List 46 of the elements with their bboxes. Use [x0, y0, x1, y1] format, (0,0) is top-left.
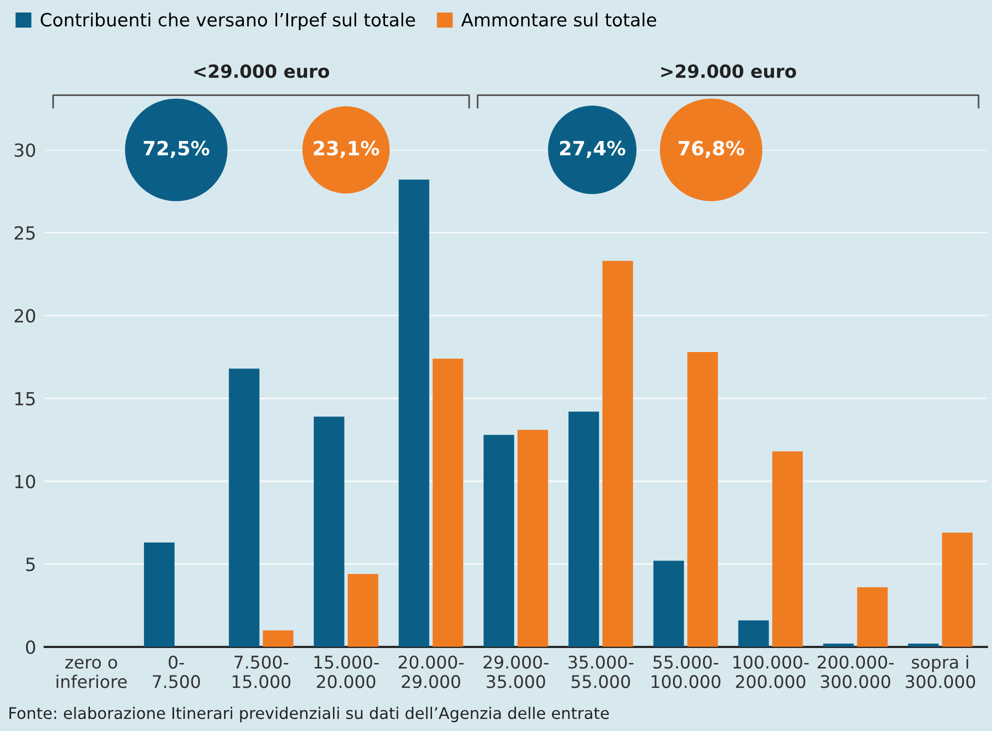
annotation: 23,1% [314, 140, 380, 158]
bar [484, 434, 514, 647]
bar [738, 620, 769, 647]
legend-label: Ammontare sul totale [461, 12, 656, 27]
legend-label: Contribuenti che versano l’Irpef sul totale [40, 12, 415, 30]
bar [908, 644, 939, 647]
bar [772, 451, 803, 647]
bar [432, 358, 464, 647]
x-tick-label: 20.000- 29.000 [398, 656, 464, 688]
x-tick-label: 35.000- 55.000 [568, 656, 634, 688]
bar [262, 630, 294, 647]
x-tick-label: 200.000- 300.000 [818, 656, 894, 688]
x-tick-label: 29.000- 35.000 [484, 656, 548, 688]
source-note: Fonte: elaborazione Itinerari previdenziali su dati dell’Agenzia delle entrate [10, 706, 609, 722]
y-tick-label: 30 [14, 143, 36, 157]
y-tick-label: 5 [26, 558, 35, 572]
bar [398, 180, 430, 647]
x-tick-label: zero o inferiore [56, 658, 127, 688]
bar [942, 532, 973, 647]
y-tick-label: 15 [15, 392, 35, 406]
x-tick-label: sopra i 300.000 [906, 655, 976, 688]
bar [314, 416, 344, 647]
x-tick-label: 0- 7.500 [152, 656, 200, 688]
y-tick-label: 10 [15, 474, 36, 488]
annotation: 76,8% [678, 140, 744, 158]
annotation: 72,5% [144, 140, 210, 158]
annotation: 27,4% [560, 140, 626, 158]
bar [823, 644, 854, 647]
text: >29.000 euro [661, 64, 796, 78]
bar [348, 574, 378, 647]
y-tick-label: 20 [14, 309, 36, 323]
x-tick-label: 100.000- 200.000 [733, 656, 809, 688]
x-tick-label: 55.000- 100.000 [652, 656, 720, 688]
bar [228, 368, 260, 647]
x-tick-label: 15.000- 20.000 [314, 656, 379, 688]
y-tick-label: 0 [26, 640, 36, 654]
bar [144, 542, 175, 647]
bar [857, 587, 888, 647]
bar [568, 412, 600, 647]
bar [518, 430, 548, 647]
bar [602, 260, 634, 647]
bar [687, 352, 718, 647]
x-tick-label: 7.500- 15.000 [232, 656, 290, 688]
y-tick-label: 25 [14, 226, 35, 240]
text: <29.000 euro [194, 64, 330, 78]
bar [653, 560, 684, 647]
